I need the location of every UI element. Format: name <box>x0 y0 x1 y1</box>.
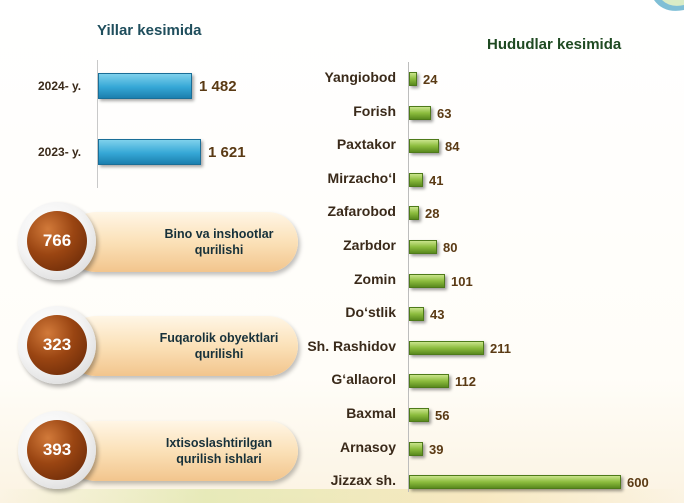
region-value: 56 <box>435 408 450 423</box>
year-label: 2023- y. <box>38 145 82 159</box>
regions-chart-title: Hududlar kesimida <box>487 36 622 53</box>
region-value: 63 <box>437 106 452 121</box>
year-value: 1 621 <box>208 144 246 161</box>
region-bar <box>409 106 431 120</box>
category-card: Ixtisoslashtirilgan qurilish ishlari 393 <box>18 411 300 489</box>
region-label: Jizzax sh. <box>330 472 396 488</box>
region-value: 211 <box>490 341 511 356</box>
year-label: 2024- y. <box>38 79 82 93</box>
region-label: Mirzacho‘l <box>327 170 396 186</box>
region-bar <box>409 442 423 456</box>
region-value: 28 <box>425 206 440 221</box>
region-bar <box>409 374 449 388</box>
category-count: 393 <box>27 420 87 480</box>
region-bar <box>409 274 445 288</box>
region-bar <box>409 475 621 489</box>
region-bar <box>409 341 484 355</box>
region-value: 84 <box>445 139 460 154</box>
category-label: Fuqarolik obyektlari qurilishi <box>159 331 279 361</box>
region-label: Paxtakor <box>336 136 396 152</box>
region-value: 101 <box>451 274 473 289</box>
footer-decoration <box>0 489 684 503</box>
region-label: Yangiobod <box>324 69 396 85</box>
category-count: 766 <box>27 211 87 271</box>
region-value: 112 <box>455 374 476 389</box>
wave-icon <box>654 0 684 11</box>
category-card: Bino va inshootlar qurilishi 766 <box>18 202 300 280</box>
region-label: Arnasoy <box>339 439 396 455</box>
category-label: Ixtisoslashtirilgan qurilish ishlari <box>165 436 273 466</box>
region-label: Sh. Rashidov <box>307 338 396 354</box>
category-badge-ring: 766 <box>18 202 96 280</box>
region-value: 600 <box>627 475 649 490</box>
category-badge-ring: 393 <box>18 411 96 489</box>
years-axis-line <box>97 60 98 188</box>
category-card: Fuqarolik obyektlari qurilishi 323 <box>18 306 300 384</box>
region-value: 39 <box>429 442 444 457</box>
category-label: Bino va inshootlar qurilishi <box>164 227 274 257</box>
region-bar <box>409 72 417 86</box>
region-value: 43 <box>430 307 445 322</box>
region-bar <box>409 173 423 187</box>
region-value: 80 <box>443 240 458 255</box>
category-pill: Bino va inshootlar qurilishi <box>66 212 298 272</box>
region-label: Do‘stlik <box>345 304 396 320</box>
regions-axis-line <box>408 62 409 492</box>
category-count: 323 <box>27 315 87 375</box>
region-bar <box>409 139 439 153</box>
region-label: Forish <box>353 103 396 119</box>
region-label: Zarbdor <box>343 237 396 253</box>
category-pill: Ixtisoslashtirilgan qurilish ishlari <box>66 421 298 481</box>
region-bar <box>409 240 437 254</box>
region-value: 41 <box>429 173 444 188</box>
category-badge-ring: 323 <box>18 306 96 384</box>
year-bar <box>98 139 201 165</box>
year-value: 1 482 <box>199 78 237 95</box>
region-label: Zafarobod <box>327 203 396 219</box>
region-value: 24 <box>423 72 438 87</box>
years-chart-title: Yillar kesimida <box>97 22 202 39</box>
region-bar <box>409 206 419 220</box>
region-label: Zomin <box>354 271 396 287</box>
region-bar <box>409 408 429 422</box>
years-chart: 2024- y. 1 482 2023- y. 1 621 <box>0 0 300 200</box>
category-pill: Fuqarolik obyektlari qurilishi <box>66 316 298 376</box>
region-bar <box>409 307 424 321</box>
region-label: G‘allaorol <box>331 371 396 387</box>
region-label: Baxmal <box>346 405 396 421</box>
year-bar <box>98 73 192 99</box>
regions-chart: Yangiobod 24 Forish 63 Paxtakor 84 Mirzacho‘l 4… <box>300 0 684 503</box>
